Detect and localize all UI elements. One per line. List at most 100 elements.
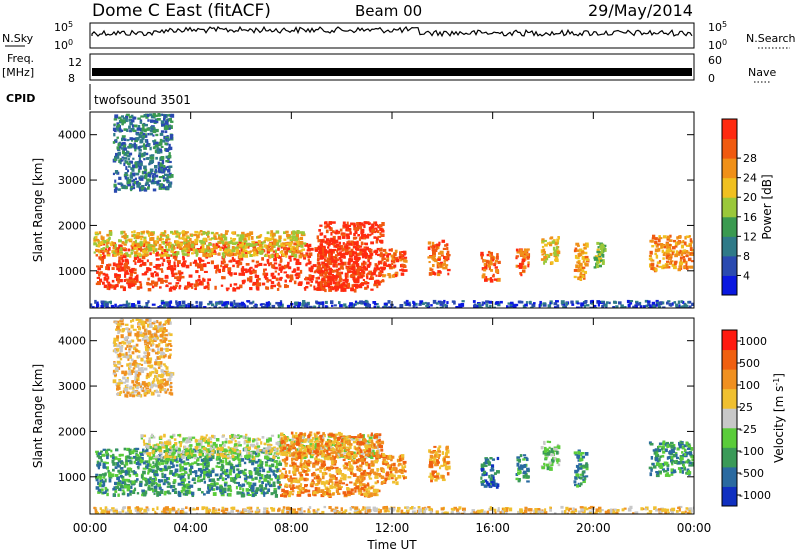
echo-cell [126,472,130,476]
echo-cell [273,258,277,262]
echo-cell [306,306,309,308]
echo-cell [118,263,123,266]
echo-cell [267,488,271,493]
echo-cell [666,260,670,263]
echo-cell [419,300,424,304]
echo-cell [258,250,261,254]
echo-cell [242,488,245,492]
echo-cell [216,456,219,461]
echo-cell [243,461,247,465]
echo-cell [208,469,211,472]
echo-cell [577,276,580,281]
echo-cell [105,450,109,455]
echo-cell [310,280,314,283]
echo-cell [262,491,266,496]
y-tick-label: 2000 [58,219,86,232]
echo-cell [149,129,153,132]
echo-cell [174,230,178,234]
echo-cell [103,240,107,244]
echo-cell [599,259,603,262]
echo-cell [216,449,221,454]
echo-cell [135,450,138,453]
echo-cell [147,470,150,474]
echo-cell [148,463,152,468]
echo-cell [227,486,232,490]
echo-cell [106,286,109,290]
echo-cell [166,259,170,262]
echo-cell [440,254,444,257]
echo-cell [320,239,324,243]
echo-cell [163,434,166,437]
echo-cell [525,253,529,256]
echo-cell [139,235,144,239]
echo-cell [205,467,209,470]
echo-cell [654,240,658,244]
echo-cell [260,250,264,254]
echo-cell [665,242,670,246]
echo-cell [144,152,149,156]
echo-cell [322,250,325,254]
echo-cell [229,449,232,452]
echo-cell [138,463,142,466]
echo-region [480,250,501,283]
echo-cell [293,306,296,308]
echo-cell [275,230,280,234]
echo-cell [114,114,119,118]
echo-cell [258,465,262,470]
echo-cell [355,252,360,257]
echo-cell [337,248,341,251]
echo-cell [141,489,145,493]
echo-cell [161,170,165,174]
echo-cell [295,261,299,266]
echo-cell [190,449,195,453]
echo-cell [160,277,164,282]
echo-cell [95,479,99,482]
echo-cell [383,305,387,308]
echo-cell [123,236,127,240]
echo-cell [347,240,351,243]
echo-cell [236,491,240,495]
echo-cell [287,247,291,252]
echo-cell [487,260,491,265]
echo-cell [207,254,210,257]
echo-cell [273,460,278,463]
echo-cell [149,476,152,481]
echo-cell [253,305,258,308]
echo-cell [197,265,200,269]
echo-cell [322,254,327,258]
echo-cell [263,487,268,490]
echo-cell [101,240,104,245]
echo-cell [353,267,356,270]
echo-cell [127,266,131,270]
echo-cell [225,469,229,473]
echo-cell [165,155,169,159]
echo-cell [239,234,243,238]
echo-cell [313,305,317,308]
echo-cell [374,223,378,227]
echo-cell [679,249,682,254]
echo-cell [135,453,138,457]
echo-cell [605,306,608,308]
echo-cell [278,460,281,463]
echo-cell [203,470,207,475]
echo-cell [255,489,259,493]
echo-cell [116,146,121,150]
echo-cell [165,301,169,304]
echo-cell [154,118,158,122]
echo-cell [441,304,444,308]
echo-cell [338,256,342,260]
echo-cell [174,232,179,235]
echo-cell [137,460,140,464]
echo-cell [379,270,384,274]
echo-cell [117,487,121,491]
echo-cell [143,146,147,150]
echo-cell [123,248,127,252]
echo-cell [255,248,258,253]
echo-cell [686,265,689,270]
echo-cell [327,272,332,275]
echo-cell [252,281,257,286]
echo-cell [265,253,269,257]
echo-cell [201,491,204,494]
echo-cell [248,482,252,485]
echo-cell [602,301,605,305]
